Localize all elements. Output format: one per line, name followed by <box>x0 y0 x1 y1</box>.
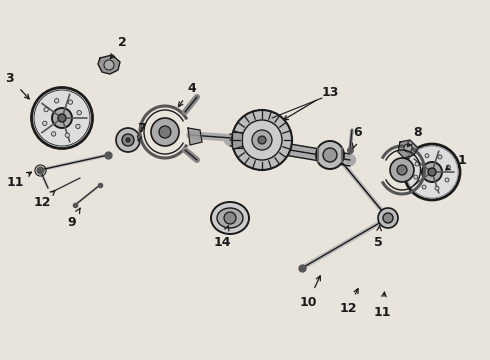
Circle shape <box>52 108 72 128</box>
Circle shape <box>323 148 337 162</box>
Circle shape <box>422 185 426 189</box>
Circle shape <box>43 121 47 126</box>
Text: 7: 7 <box>138 122 147 135</box>
Circle shape <box>425 154 429 158</box>
Circle shape <box>44 107 49 112</box>
Text: 12: 12 <box>339 302 357 315</box>
Circle shape <box>54 99 59 103</box>
Circle shape <box>77 111 81 115</box>
Circle shape <box>446 165 450 169</box>
Circle shape <box>404 144 460 200</box>
Circle shape <box>76 124 80 129</box>
Ellipse shape <box>217 208 243 228</box>
Circle shape <box>397 165 407 175</box>
Polygon shape <box>398 140 418 158</box>
Circle shape <box>438 155 442 159</box>
Polygon shape <box>188 128 202 145</box>
Text: 9: 9 <box>68 216 76 229</box>
Circle shape <box>378 208 398 228</box>
Polygon shape <box>98 55 120 74</box>
Circle shape <box>31 87 93 148</box>
Circle shape <box>428 168 436 176</box>
Circle shape <box>242 120 282 160</box>
Text: 2: 2 <box>118 36 126 49</box>
Circle shape <box>435 186 439 190</box>
Circle shape <box>51 132 56 136</box>
Circle shape <box>104 60 114 70</box>
Circle shape <box>116 128 140 152</box>
Circle shape <box>422 162 442 182</box>
Text: 11: 11 <box>6 175 24 189</box>
Circle shape <box>415 162 419 166</box>
Circle shape <box>126 138 130 142</box>
Circle shape <box>232 110 292 170</box>
Text: 8: 8 <box>414 126 422 139</box>
Circle shape <box>68 100 73 104</box>
Circle shape <box>58 114 66 122</box>
Text: 13: 13 <box>321 85 339 99</box>
Circle shape <box>122 134 134 146</box>
Text: 10: 10 <box>299 296 317 309</box>
Circle shape <box>414 175 418 179</box>
Text: 5: 5 <box>373 235 382 248</box>
Circle shape <box>383 213 393 223</box>
Text: 11: 11 <box>373 306 391 319</box>
Circle shape <box>316 141 344 169</box>
Text: 4: 4 <box>188 81 196 94</box>
Circle shape <box>258 136 266 144</box>
Text: 14: 14 <box>213 235 231 248</box>
Text: 3: 3 <box>6 72 14 85</box>
Polygon shape <box>232 132 242 148</box>
Circle shape <box>151 118 179 146</box>
Circle shape <box>224 212 236 224</box>
Text: 6: 6 <box>354 126 362 139</box>
Ellipse shape <box>211 202 249 234</box>
Text: 12: 12 <box>33 195 51 208</box>
Circle shape <box>252 130 272 150</box>
Circle shape <box>65 133 70 138</box>
Text: 1: 1 <box>458 153 466 166</box>
Circle shape <box>445 178 449 182</box>
Circle shape <box>159 126 171 138</box>
Circle shape <box>404 144 412 152</box>
Circle shape <box>390 158 414 182</box>
